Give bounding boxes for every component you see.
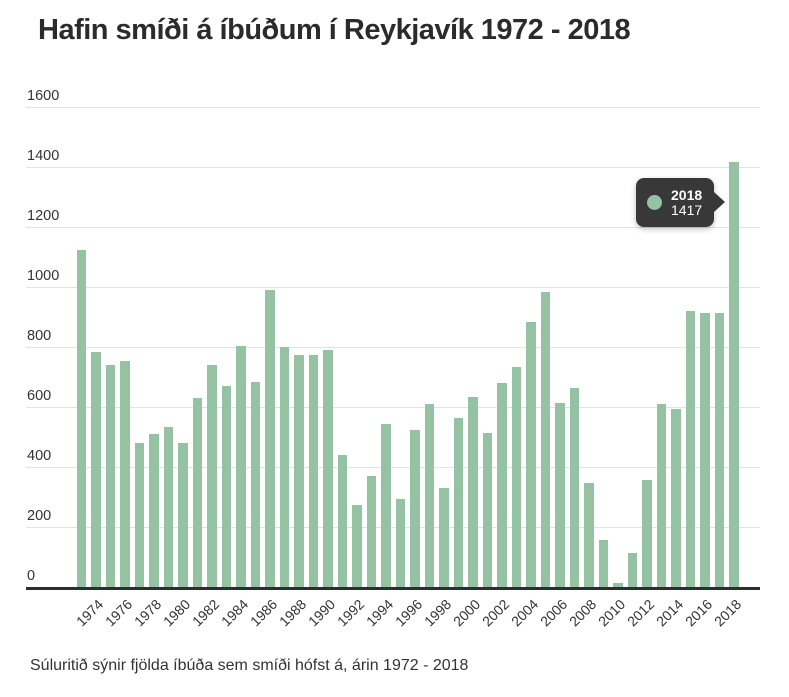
- bar-2014[interactable]: [671, 409, 681, 587]
- bar-2003[interactable]: [511, 366, 522, 587]
- gridline-y-200: [26, 527, 760, 528]
- bar-2010[interactable]: [613, 582, 623, 587]
- bar-2002[interactable]: [497, 383, 507, 587]
- bar-1983[interactable]: [221, 386, 232, 587]
- y-axis-tick-label-800: 800: [27, 328, 52, 344]
- bar-1974[interactable]: [91, 351, 101, 587]
- bar-1978[interactable]: [149, 434, 159, 587]
- bar-2004[interactable]: [526, 321, 536, 587]
- gridline-y-400: [26, 467, 760, 468]
- bar-1990[interactable]: [323, 350, 333, 587]
- tooltip: 2018 1417: [636, 178, 725, 227]
- bar-2015[interactable]: [685, 311, 696, 587]
- gridline-y-1400: [26, 167, 760, 168]
- bar-2016[interactable]: [700, 312, 710, 587]
- bar-2013[interactable]: [656, 404, 667, 587]
- gridline-y-1600: [26, 107, 760, 108]
- tooltip-year: 2018: [671, 186, 703, 203]
- bar-1991[interactable]: [337, 455, 348, 587]
- bar-1977[interactable]: [134, 443, 145, 587]
- y-axis-tick-label-1200: 1200: [27, 208, 60, 224]
- bar-2012[interactable]: [642, 479, 652, 587]
- bar-1996[interactable]: [410, 429, 420, 587]
- bar-2009[interactable]: [598, 539, 609, 587]
- bar-1994[interactable]: [381, 423, 391, 587]
- bar-1995[interactable]: [395, 498, 406, 587]
- bar-1988[interactable]: [294, 354, 304, 587]
- series-dot-icon: [647, 195, 662, 210]
- bar-1987[interactable]: [279, 347, 290, 587]
- x-axis-line: [26, 587, 760, 590]
- gridline-y-600: [26, 407, 760, 408]
- bar-1981[interactable]: [192, 398, 203, 587]
- bar-1976[interactable]: [120, 360, 130, 587]
- tooltip-arrow-icon: [714, 192, 725, 212]
- bar-2005[interactable]: [540, 291, 551, 587]
- chart-title: Hafin smíði á íbúðum í Reykjavík 1972 - …: [38, 14, 631, 46]
- gridline-y-800: [26, 347, 760, 348]
- bar-1980[interactable]: [178, 443, 188, 587]
- y-axis-tick-label-0: 0: [27, 568, 36, 584]
- bar-2001[interactable]: [482, 432, 493, 587]
- gridline-y-1000: [26, 287, 760, 288]
- y-axis-tick-label-1400: 1400: [27, 148, 60, 164]
- bar-1982[interactable]: [207, 365, 217, 587]
- bar-1999[interactable]: [453, 417, 464, 587]
- bar-2000[interactable]: [468, 396, 478, 587]
- y-axis-tick-label-200: 200: [27, 508, 52, 524]
- bar-2008[interactable]: [584, 482, 594, 587]
- y-axis-tick-label-1000: 1000: [27, 268, 60, 284]
- y-axis-tick-label-600: 600: [27, 388, 52, 404]
- bar-2018[interactable]: [729, 161, 739, 587]
- y-axis-tick-label-400: 400: [27, 448, 52, 464]
- bar-1992[interactable]: [352, 504, 362, 587]
- bar-1973[interactable]: [76, 249, 87, 587]
- bar-1979[interactable]: [163, 426, 174, 587]
- bar-1997[interactable]: [424, 404, 435, 587]
- gridline-y-1200: [26, 227, 760, 228]
- bar-1989[interactable]: [308, 354, 319, 587]
- bar-2007[interactable]: [569, 387, 580, 587]
- tooltip-value: 1417: [671, 201, 703, 218]
- bar-1998[interactable]: [439, 488, 449, 587]
- y-axis-tick-label-1600: 1600: [27, 88, 60, 104]
- chart-footnote: Súluritið sýnir fjölda íbúða sem smíði h…: [30, 657, 469, 674]
- bar-2006[interactable]: [555, 402, 565, 587]
- bar-1984[interactable]: [236, 345, 246, 587]
- bar-1975[interactable]: [105, 365, 116, 587]
- bar-1993[interactable]: [366, 476, 377, 587]
- bar-2011[interactable]: [627, 552, 638, 587]
- bar-1985[interactable]: [250, 381, 261, 587]
- bar-2017[interactable]: [714, 312, 725, 587]
- bar-1986[interactable]: [265, 290, 275, 587]
